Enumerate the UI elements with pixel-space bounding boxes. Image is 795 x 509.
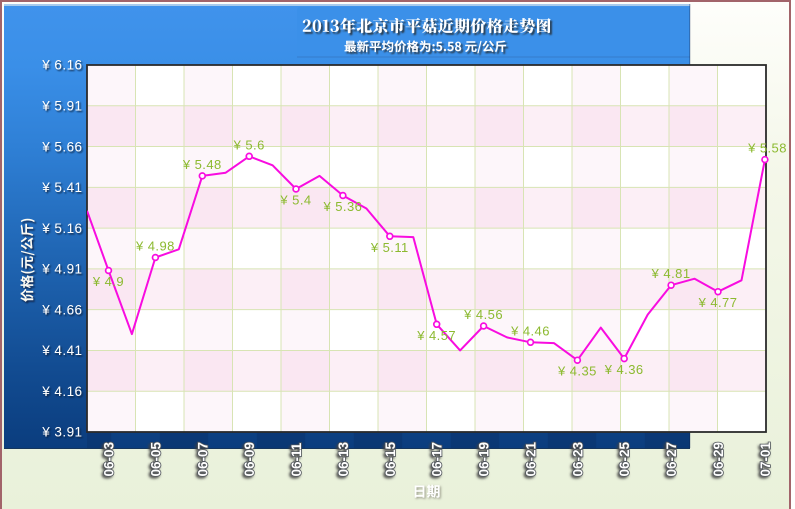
svg-text:¥ 4.35: ¥ 4.35 xyxy=(557,364,597,379)
svg-text:¥ 4.66: ¥ 4.66 xyxy=(41,302,82,317)
svg-text:¥ 5.36: ¥ 5.36 xyxy=(322,199,362,214)
svg-text:¥ 4.36: ¥ 4.36 xyxy=(604,362,644,377)
svg-text:¥ 5.58: ¥ 5.58 xyxy=(747,141,787,156)
svg-text:06-19: 06-19 xyxy=(477,442,492,477)
svg-text:06-21: 06-21 xyxy=(524,441,539,476)
svg-text:07-01: 07-01 xyxy=(758,441,773,476)
svg-text:¥ 4.81: ¥ 4.81 xyxy=(651,266,691,281)
svg-text:¥ 4.57: ¥ 4.57 xyxy=(416,328,456,343)
svg-text:06-27: 06-27 xyxy=(664,442,679,477)
svg-text:¥ 4.56: ¥ 4.56 xyxy=(463,307,503,322)
svg-text:¥ 5.6: ¥ 5.6 xyxy=(233,137,265,152)
svg-text:¥ 6.16: ¥ 6.16 xyxy=(41,58,82,73)
svg-text:06-23: 06-23 xyxy=(570,441,585,476)
svg-text:¥ 5.41: ¥ 5.41 xyxy=(41,180,82,195)
svg-text:06-13: 06-13 xyxy=(336,441,351,476)
svg-text:¥ 5.11: ¥ 5.11 xyxy=(370,240,409,255)
svg-text:06-25: 06-25 xyxy=(617,441,632,476)
svg-text:¥ 5.48: ¥ 5.48 xyxy=(182,157,222,172)
svg-text:¥ 4.46: ¥ 4.46 xyxy=(510,323,550,338)
svg-text:06-17: 06-17 xyxy=(430,442,445,477)
svg-text:¥ 5.91: ¥ 5.91 xyxy=(41,99,82,114)
svg-text:06-07: 06-07 xyxy=(195,442,210,477)
svg-text:¥ 5.16: ¥ 5.16 xyxy=(41,221,82,236)
svg-text:06-03: 06-03 xyxy=(102,441,117,476)
svg-text:06-29: 06-29 xyxy=(711,442,726,477)
svg-text:06-09: 06-09 xyxy=(242,442,257,477)
svg-text:¥ 4.98: ¥ 4.98 xyxy=(135,239,175,254)
svg-text:¥ 5.66: ¥ 5.66 xyxy=(41,139,82,154)
svg-text:¥ 4.16: ¥ 4.16 xyxy=(41,384,82,399)
svg-text:¥ 4.9: ¥ 4.9 xyxy=(92,274,124,289)
svg-text:06-05: 06-05 xyxy=(148,441,163,476)
svg-text:¥ 3.91: ¥ 3.91 xyxy=(41,425,82,440)
svg-text:¥ 4.77: ¥ 4.77 xyxy=(698,295,738,310)
svg-text:¥ 5.4: ¥ 5.4 xyxy=(279,193,311,208)
svg-text:06-11: 06-11 xyxy=(289,442,304,476)
svg-text:¥ 4.91: ¥ 4.91 xyxy=(41,262,82,277)
svg-text:06-15: 06-15 xyxy=(383,441,398,476)
svg-text:¥ 4.41: ¥ 4.41 xyxy=(41,343,82,358)
